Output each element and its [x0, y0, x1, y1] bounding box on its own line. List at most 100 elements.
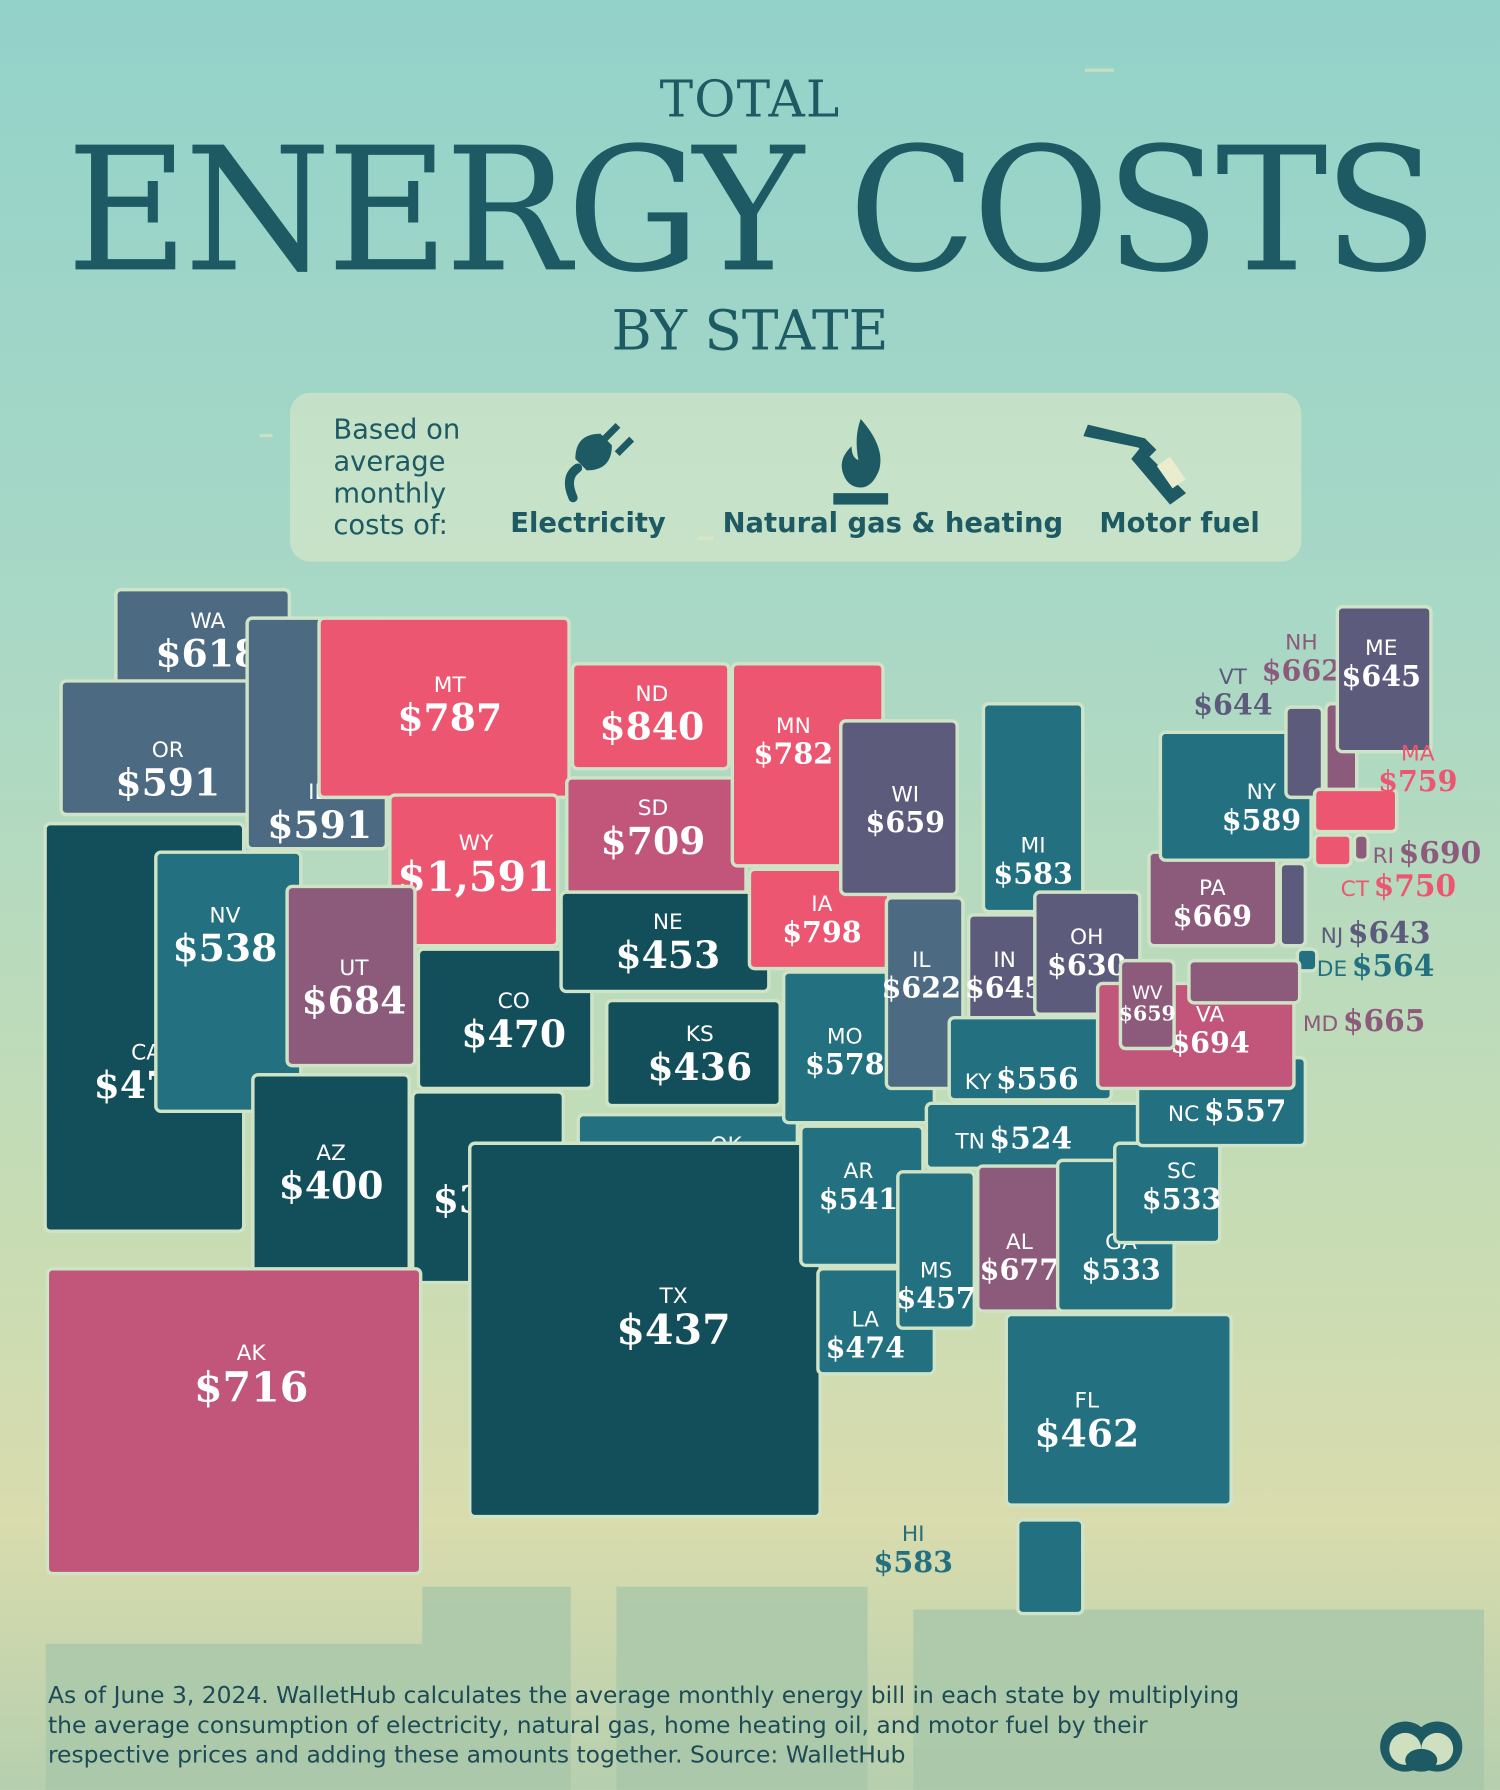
- state-cost: $750: [1373, 869, 1457, 905]
- state-code: MD: [1302, 1011, 1339, 1037]
- state-shape-az: [251, 1073, 411, 1285]
- state-cost: $564: [1351, 949, 1435, 985]
- state-shape-pa: [1147, 850, 1279, 948]
- state-cost: $457: [896, 1281, 976, 1316]
- state-code: MS: [919, 1257, 953, 1284]
- state-shape-or: [59, 679, 274, 817]
- skyline-decoration: [45, 1643, 423, 1790]
- state-label-de: DE $564: [1317, 952, 1435, 982]
- state-cost: $709: [600, 818, 706, 864]
- state-label-ri: RI $690: [1373, 839, 1482, 869]
- state-label-sd: SD $709: [600, 797, 706, 864]
- state-code: AL: [1005, 1229, 1033, 1255]
- state-shape-tx: [468, 1141, 822, 1519]
- state-label-il: IL $622: [881, 949, 961, 1005]
- legend: Based on average monthly costs of: Elect…: [289, 392, 1302, 562]
- skyline-decoration: [616, 1586, 868, 1790]
- state-shape-ky: [947, 1015, 1114, 1102]
- state-cost: $622: [881, 971, 961, 1005]
- state-code: AK: [236, 1340, 266, 1366]
- state-cost: $1,591: [397, 853, 555, 902]
- state-label-tn: TN $524: [955, 1124, 1072, 1154]
- page-title: ENERGY COSTS: [66, 111, 1438, 311]
- state-label-nd: ND $840: [599, 681, 705, 749]
- state-shape-sc: [1113, 1141, 1222, 1245]
- state-code: MI: [1020, 833, 1046, 859]
- state-code: AZ: [316, 1140, 346, 1166]
- state-label-oh: OH $630: [1047, 926, 1126, 979]
- state-label-co: CO $470: [461, 990, 566, 1052]
- state-shape-nv: [154, 850, 303, 1114]
- state-label-nc: NC $557: [1168, 1097, 1287, 1127]
- state-label-wv: WV $659: [1119, 983, 1176, 1025]
- state-label-ky: KY $556: [965, 1065, 1079, 1095]
- state-code: AR: [843, 1158, 874, 1184]
- state-code: IA: [811, 891, 833, 917]
- skyline-decoration: [422, 1586, 571, 1790]
- state-code: VA: [1195, 1002, 1225, 1028]
- state-label-mt: MT $787: [397, 672, 502, 736]
- state-shape-al: [976, 1164, 1068, 1313]
- state-label-ak: AK $716: [193, 1340, 309, 1412]
- state-label-wa: WA $618: [155, 608, 260, 673]
- state-cost: $840: [599, 704, 705, 749]
- state-code: WA: [190, 608, 226, 634]
- state-shape-ms: [896, 1170, 977, 1330]
- state-label-va: VA $694: [1170, 1002, 1250, 1060]
- state-shape-nj: [1278, 861, 1308, 948]
- state-cost: $716: [193, 1363, 309, 1412]
- state-cost: $684: [301, 978, 407, 1023]
- state-label-ms: MS $457: [896, 1260, 975, 1313]
- state-shape-me: [1335, 605, 1433, 754]
- state-cost: $645: [1341, 659, 1421, 693]
- state-cost: $533: [1081, 1253, 1161, 1287]
- state-shape-ri: [1352, 833, 1370, 862]
- state-cost: $462: [1034, 1410, 1140, 1456]
- state-label-md: MD $665: [1303, 1007, 1426, 1037]
- state-code: ND: [635, 681, 669, 707]
- state-code: WY: [458, 830, 494, 856]
- state-label-wy: WY $1,591: [397, 830, 555, 902]
- state-cost: $589: [1221, 803, 1302, 837]
- state-shape-nd: [570, 662, 731, 771]
- state-code: OR: [151, 737, 184, 763]
- state-code: FL: [1074, 1388, 1100, 1414]
- state-cost: $453: [615, 932, 721, 978]
- state-cost: $665: [1342, 1004, 1426, 1039]
- state-shape-vt: [1284, 705, 1325, 800]
- state-cost: $645: [964, 971, 1045, 1005]
- state-cost: $798: [782, 915, 862, 949]
- state-code: HI: [901, 1521, 925, 1547]
- state-shape-ne: [559, 890, 771, 994]
- state-cost: $474: [825, 1331, 906, 1365]
- title-bottom: BY STATE: [611, 299, 889, 364]
- state-label-ct: CT $750: [1341, 872, 1457, 902]
- state-label-or: OR $591: [115, 737, 221, 805]
- state-code: MT: [433, 672, 466, 698]
- state-code: KS: [685, 1021, 714, 1047]
- state-shape-mi: [981, 702, 1085, 914]
- state-code: WI: [891, 781, 920, 808]
- state-code: TX: [659, 1283, 688, 1309]
- state-code: MA: [1401, 740, 1435, 766]
- state-cost: $524: [989, 1122, 1073, 1157]
- state-code: PA: [1199, 875, 1226, 901]
- visual-capitalist-logo-icon: [1380, 1721, 1463, 1772]
- state-cost: $662: [1261, 654, 1342, 688]
- state-code: NJ: [1320, 923, 1344, 949]
- state-cost: $694: [1170, 1026, 1250, 1060]
- state-cost: $583: [993, 857, 1073, 891]
- state-shape-ut: [285, 884, 417, 1068]
- state-shape-wi: [839, 719, 959, 897]
- state-cost: $782: [753, 737, 834, 771]
- state-cost: $669: [1172, 899, 1253, 933]
- state-code: SC: [1167, 1158, 1196, 1184]
- state-cost: $591: [115, 760, 221, 805]
- state-label-ks: KS $436: [647, 1021, 752, 1085]
- state-label-me: ME $645: [1342, 638, 1421, 691]
- state-label-ny: NY $589: [1221, 781, 1302, 837]
- state-label-nj: NJ $643: [1321, 919, 1431, 949]
- legend-electricity: Electricity: [510, 506, 666, 539]
- state-label-in: IN $645: [964, 949, 1045, 1005]
- state-code: UT: [339, 955, 369, 981]
